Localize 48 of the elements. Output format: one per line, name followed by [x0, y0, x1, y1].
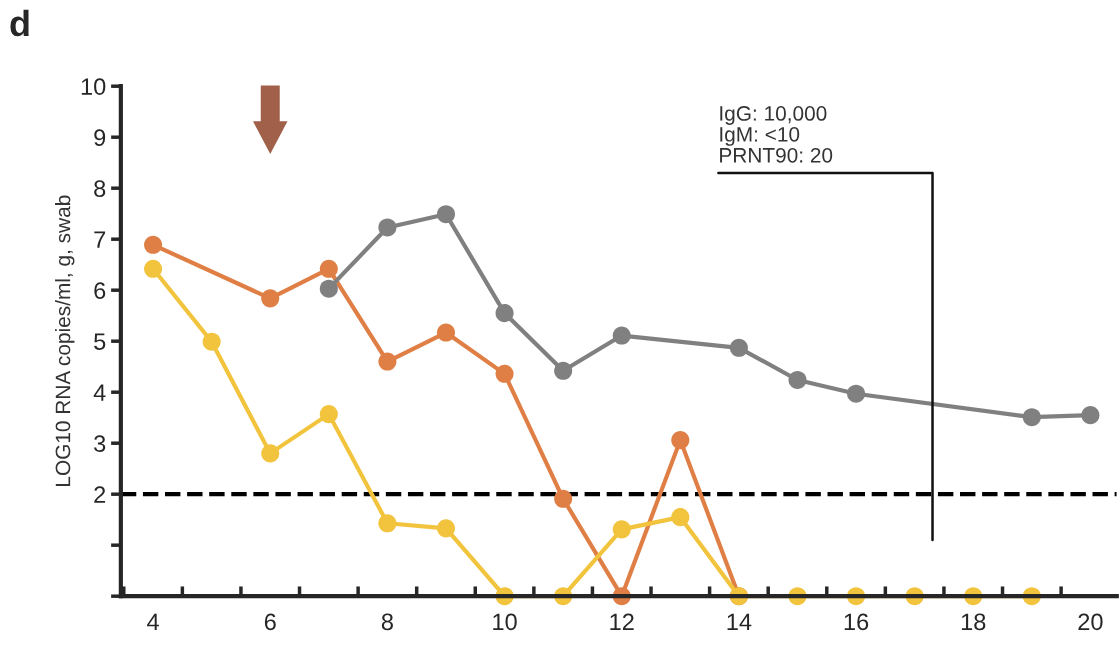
y-tick-label: 5 — [94, 333, 106, 350]
point — [319, 259, 338, 278]
point — [436, 323, 456, 342]
x-tick-label: 12 — [610, 613, 634, 630]
x-tick-label: 6 — [264, 613, 276, 631]
chart-title: d — [10, 9, 29, 37]
y-tick-label: 4 — [93, 384, 106, 401]
point — [144, 235, 163, 254]
x-tick-label: 10 — [493, 613, 517, 631]
point — [436, 519, 456, 538]
point — [788, 370, 807, 389]
point — [378, 218, 397, 237]
point — [378, 352, 397, 371]
point — [202, 332, 221, 351]
x-tick-label: 14 — [727, 613, 752, 630]
point — [671, 431, 690, 450]
point — [261, 289, 280, 308]
y-tick-label: 3 — [94, 435, 106, 452]
point — [554, 489, 573, 508]
point — [671, 508, 690, 527]
point — [436, 205, 456, 224]
y-tick-label: 6 — [94, 282, 106, 299]
point — [495, 364, 514, 383]
point — [378, 514, 397, 533]
point — [319, 279, 338, 298]
y-tick-label: 7 — [94, 231, 106, 248]
point — [1022, 408, 1041, 427]
point — [1081, 406, 1100, 425]
x-tick-label: 8 — [381, 613, 393, 631]
x-tick-label: 4 — [147, 613, 159, 630]
y-tick-label: 2 — [94, 486, 106, 503]
x-tick-label: 16 — [844, 613, 869, 631]
point — [319, 405, 338, 424]
y-tick-label: 8 — [94, 180, 106, 197]
point — [554, 361, 573, 380]
x-tick-label: 20 — [1078, 613, 1103, 631]
y-tick-label: 9 — [94, 129, 106, 146]
point — [261, 444, 280, 463]
point — [144, 259, 163, 278]
point — [495, 304, 514, 323]
y-tick-label: 10 — [81, 78, 106, 95]
point — [729, 338, 748, 357]
point — [612, 520, 631, 539]
point — [847, 384, 866, 403]
x-tick-label: 18 — [961, 613, 986, 631]
y-axis-title: LOG10 RNA copies/ml, g, swab — [55, 195, 75, 486]
point — [612, 326, 631, 345]
annotation: IgG: 10,000 IgM: <10 PRNT90: 20 — [720, 106, 833, 163]
